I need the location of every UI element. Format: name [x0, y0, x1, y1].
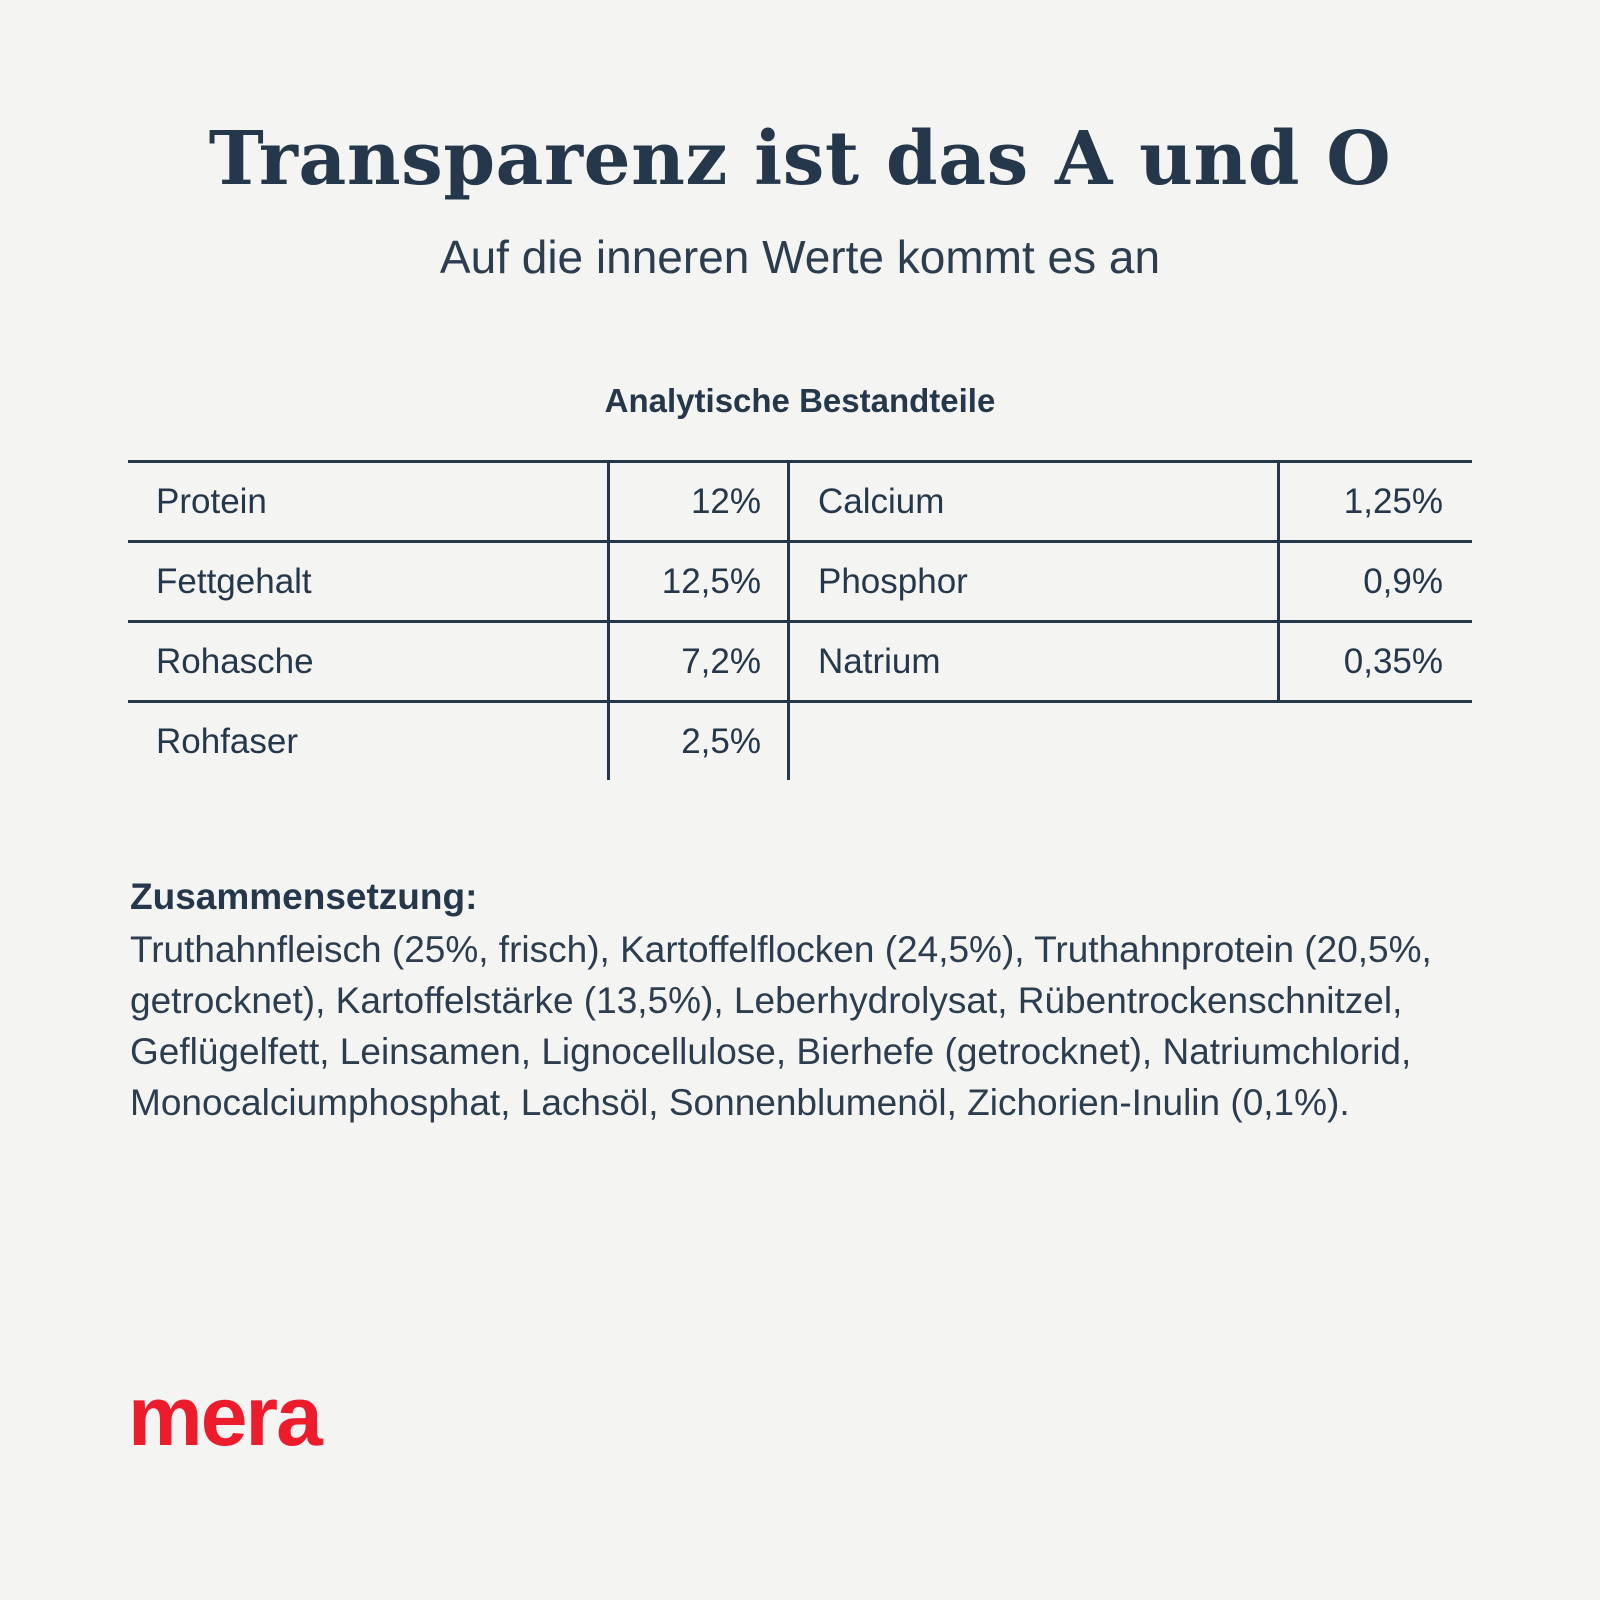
analyte-value: 12%: [607, 463, 790, 540]
analyte-value: 12,5%: [607, 543, 790, 620]
table-row: Fettgehalt 12,5% Phosphor 0,9%: [128, 543, 1472, 623]
analytical-table: Protein 12% Calcium 1,25% Fettgehalt 12,…: [128, 460, 1472, 780]
table-row: Rohfaser 2,5%: [128, 703, 1472, 780]
analyte-label: Natrium: [818, 641, 941, 681]
composition-text: Truthahnfleisch (25%, frisch), Kartoffel…: [130, 929, 1432, 1124]
table-row: Protein 12% Calcium 1,25%: [128, 463, 1472, 543]
analyte-label: Phosphor: [818, 561, 968, 601]
analyte-label: Rohfaser: [156, 721, 299, 761]
analyte-label: Protein: [156, 481, 267, 521]
analyte-value: 7,2%: [607, 623, 790, 700]
analyte-value: 0,9%: [1277, 543, 1469, 620]
analyte-label: Rohasche: [156, 641, 314, 681]
empty-cell: [1277, 703, 1469, 780]
analyte-value: 1,25%: [1277, 463, 1469, 540]
composition-heading: Zusammensetzung:: [130, 876, 478, 917]
analyte-label: Fettgehalt: [156, 561, 312, 601]
analyte-label: Calcium: [818, 481, 945, 521]
analyte-value: 2,5%: [607, 703, 790, 780]
empty-cell: [790, 703, 1277, 780]
analyte-value: 0,35%: [1277, 623, 1469, 700]
page-title: Transparenz ist das A und O: [208, 116, 1392, 202]
analytical-table-heading: Analytische Bestandteile: [604, 382, 996, 419]
page-subtitle: Auf die inneren Werte kommt es an: [439, 231, 1161, 283]
mera-logo: mera: [128, 1369, 323, 1463]
table-row: Rohasche 7,2% Natrium 0,35%: [128, 623, 1472, 703]
composition-section: Zusammensetzung: Truthahnfleisch (25%, f…: [130, 876, 1460, 1128]
